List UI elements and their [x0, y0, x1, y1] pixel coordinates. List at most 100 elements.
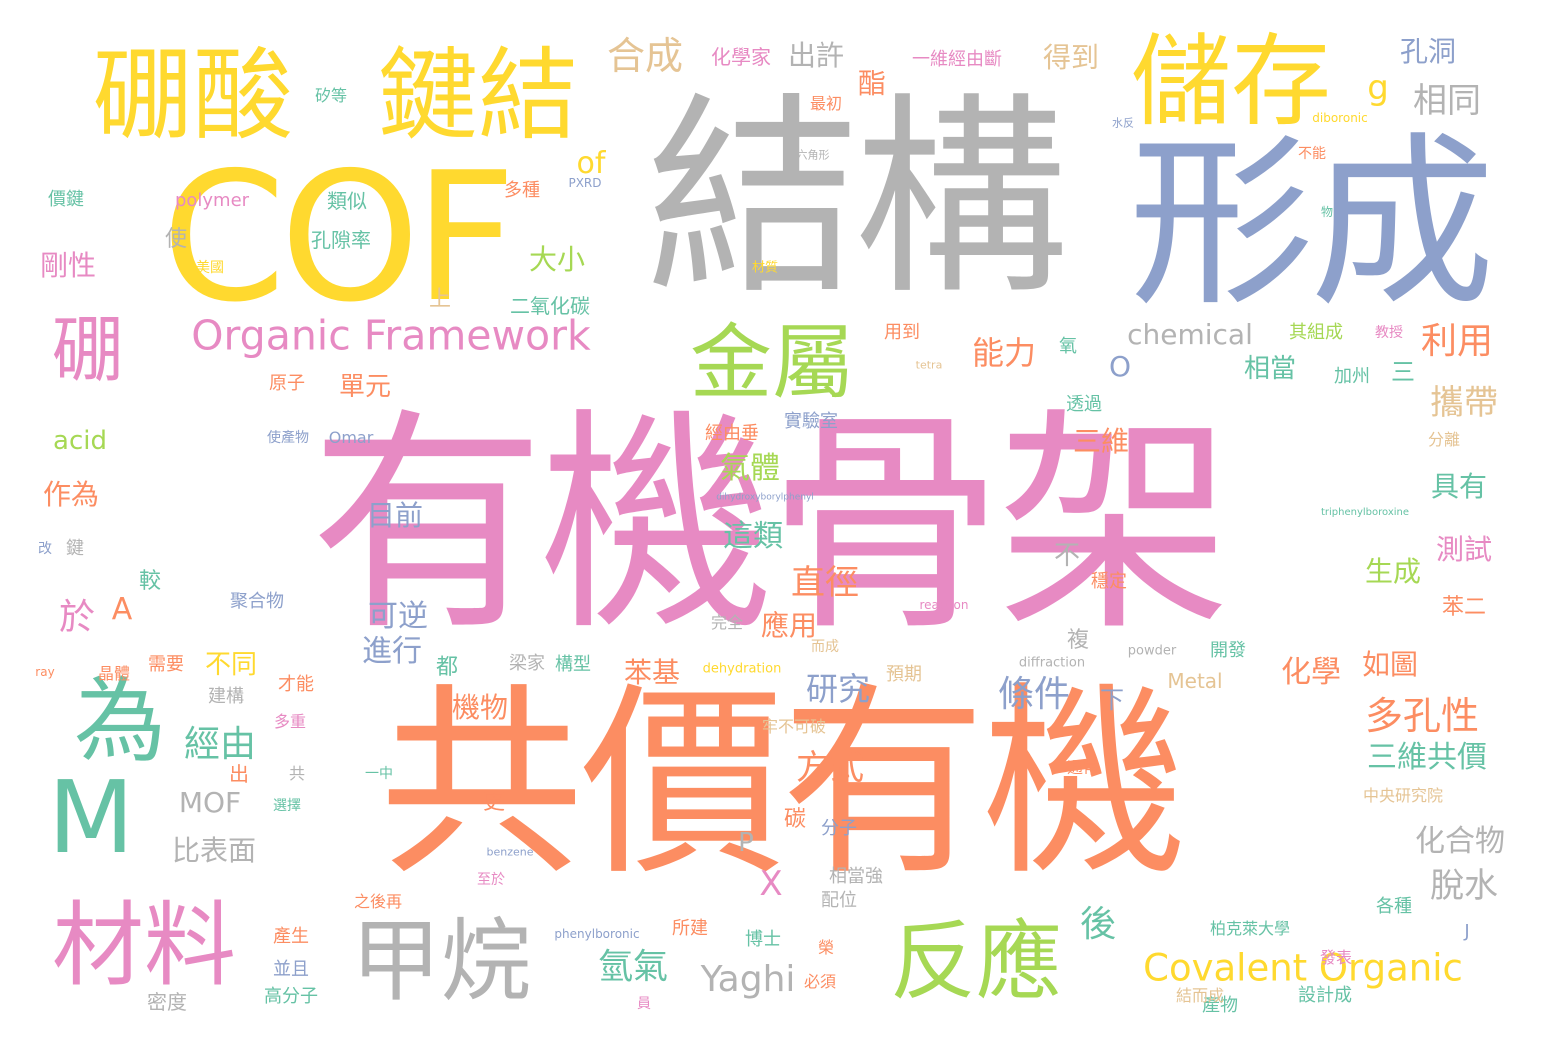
word: 穩定	[1091, 571, 1127, 592]
word: 各種	[1376, 896, 1412, 917]
word: 硼	[51, 308, 125, 392]
word: 單元	[338, 372, 392, 402]
word: Metal	[1167, 669, 1223, 693]
word: 鍵結	[378, 37, 578, 154]
word: 預期	[886, 664, 922, 685]
word: PXRD	[568, 176, 602, 190]
word: 建構	[208, 686, 244, 707]
word: 金屬	[689, 316, 855, 411]
word: 不能	[1298, 146, 1326, 162]
word: 類似	[327, 189, 367, 213]
word: A	[111, 592, 133, 627]
word: 下	[1100, 686, 1124, 714]
word: 鍵	[66, 538, 84, 559]
word: 並且	[273, 959, 309, 980]
word: 測試	[1435, 533, 1493, 566]
word: phenylboronic	[554, 927, 640, 941]
word: reaction	[919, 598, 969, 612]
word: powder	[1127, 643, 1177, 659]
word: 六角形	[796, 148, 830, 162]
word: 氣體	[720, 451, 780, 486]
word: 目前	[366, 499, 424, 532]
word: 構型	[555, 654, 591, 675]
word: J	[1464, 921, 1470, 942]
word: 中央研究院	[1362, 786, 1444, 805]
word: 加州	[1334, 366, 1370, 387]
word: 所建	[672, 918, 708, 939]
word: 三維	[1072, 425, 1130, 458]
word: 原子	[269, 373, 305, 394]
word: 分子	[821, 818, 857, 839]
word: 博士	[745, 929, 781, 950]
word: 都	[435, 655, 459, 680]
word: 碳	[783, 807, 807, 832]
word: 三	[1391, 358, 1415, 386]
word: Yaghi	[700, 959, 796, 1000]
word: 透過	[1066, 394, 1102, 415]
word: M	[47, 759, 135, 876]
word: benzene	[486, 845, 534, 859]
word: 儲存	[1131, 23, 1331, 140]
word: 進行	[362, 634, 422, 669]
word: 聚合物	[230, 591, 284, 612]
word: 通常	[1066, 758, 1100, 777]
word: 其組成	[1289, 322, 1343, 343]
word: 有機骨架	[310, 389, 1232, 663]
word: 相同	[1413, 81, 1481, 121]
word: 經由垂	[705, 423, 759, 444]
word: 矽等	[314, 86, 348, 105]
word: g	[1367, 68, 1389, 108]
word: 梁家	[509, 653, 545, 674]
word: 密度	[147, 990, 187, 1014]
word: 上	[428, 287, 452, 312]
word: 使產物	[267, 430, 309, 446]
word: acid	[53, 426, 107, 456]
word: 甲烷	[351, 909, 531, 1014]
word: 脫水	[1430, 866, 1498, 906]
word: 用到	[884, 322, 920, 343]
word: 酯	[857, 67, 887, 100]
word: X	[759, 864, 783, 904]
word: 苯基	[623, 656, 681, 689]
word: 牢不可破	[761, 717, 827, 736]
word: 材料	[51, 892, 237, 999]
word: 大小	[528, 243, 586, 276]
word: 氧	[1059, 336, 1077, 357]
word: 發表	[1319, 948, 1353, 967]
word: 形成	[1129, 115, 1495, 332]
word: 應用	[760, 609, 818, 642]
word: 而成	[811, 639, 839, 655]
word: 機物	[451, 691, 509, 724]
word: 直徑	[791, 563, 859, 603]
word: 高分子	[264, 986, 318, 1007]
word: 實驗室	[784, 411, 838, 432]
word: 員	[637, 996, 651, 1012]
word: 相當	[1243, 354, 1297, 384]
word: 不	[1053, 541, 1081, 571]
word: 水反	[1112, 116, 1134, 130]
word: diboronic	[1312, 111, 1368, 125]
word: 能力	[971, 334, 1037, 372]
word: dihydroxyborylphenyl	[716, 492, 814, 503]
word: 方式	[796, 748, 864, 788]
word: MOF	[178, 786, 242, 819]
word: 化合物	[1415, 824, 1505, 859]
word: of	[576, 146, 606, 181]
word: 為	[73, 668, 167, 775]
word: 可逆	[368, 599, 428, 634]
word: 設計成	[1298, 985, 1352, 1006]
word: 教授	[1375, 325, 1403, 341]
word: 共價有機	[379, 665, 1187, 904]
word: 才能	[278, 674, 314, 695]
word: 必須	[803, 972, 837, 991]
word: 作為	[42, 478, 100, 511]
word: 物	[1320, 205, 1334, 219]
word: 結構	[646, 75, 1068, 324]
word: 化學	[1281, 655, 1341, 690]
word: 一維經由斷	[912, 49, 1002, 70]
word: 相當強	[829, 866, 883, 887]
word: 氫氣	[597, 947, 669, 988]
word: 不同	[204, 650, 258, 680]
word: 條件	[997, 674, 1071, 715]
word: 產生	[273, 926, 309, 947]
